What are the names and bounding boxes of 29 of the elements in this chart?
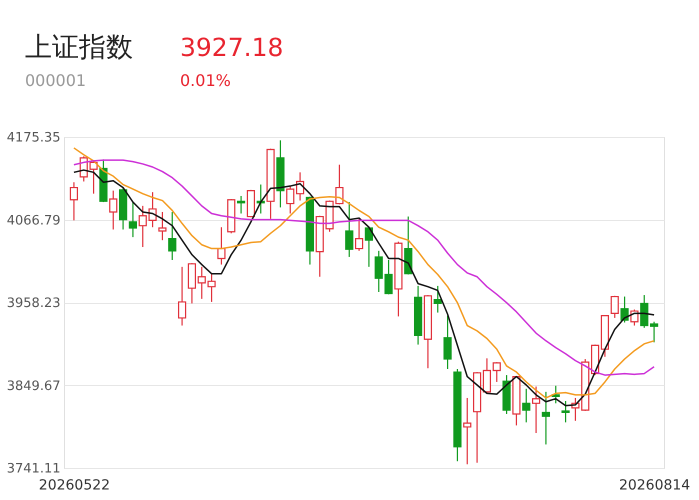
chart-subtitle: 000001 — [25, 71, 86, 90]
candlestick — [236, 195, 246, 214]
candlestick — [158, 211, 167, 241]
candlestick — [610, 295, 619, 319]
text: 3927.18 — [180, 33, 284, 62]
y-tick-label: 3958.23 — [6, 296, 60, 311]
x-tick-label: 20260522 — [38, 478, 110, 494]
candlestick — [168, 211, 176, 261]
candlestick — [70, 182, 78, 221]
chart-title: 上证指数 — [25, 32, 133, 63]
x-tick-label: 20260814 — [618, 478, 690, 494]
candlestick — [256, 184, 265, 214]
candlestick — [128, 201, 138, 238]
candlestick — [463, 397, 472, 465]
candlestick — [434, 285, 442, 314]
candlestick — [178, 266, 186, 326]
y-tick-label: 3849.67 — [6, 378, 60, 394]
y-tick-label: 4066.79 — [6, 213, 60, 228]
candlestick — [542, 391, 550, 446]
candlestick — [354, 217, 364, 252]
text: 0.01% — [180, 71, 231, 90]
candlestick — [345, 201, 354, 258]
y-tick-label: 3741.11 — [6, 462, 60, 476]
y-tick-label: 4175.35 — [6, 130, 60, 146]
candlestick — [522, 388, 530, 423]
candlestick — [561, 400, 570, 423]
candlestick — [109, 190, 118, 230]
candlestick — [532, 386, 540, 434]
candlestick — [443, 315, 452, 370]
